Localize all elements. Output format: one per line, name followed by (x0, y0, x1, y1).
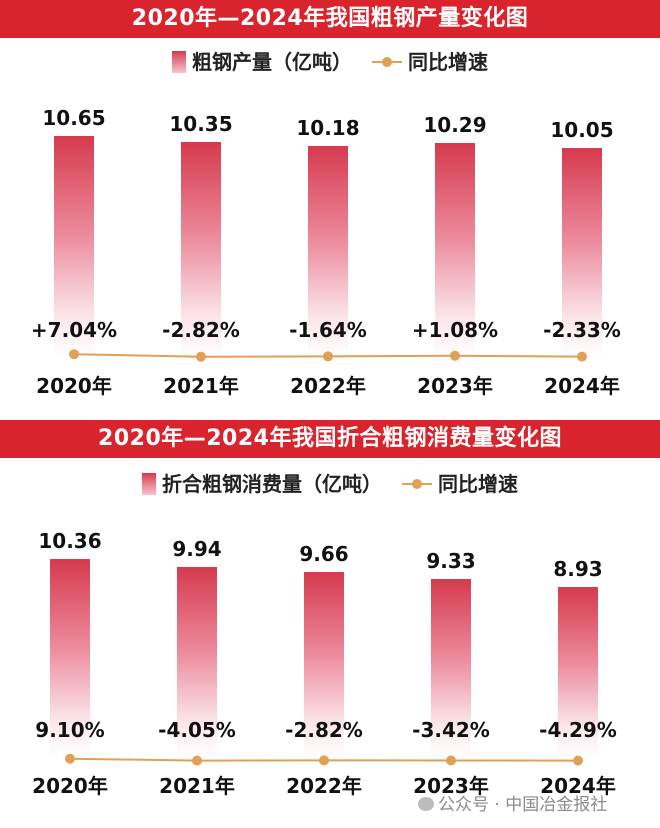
growth-point (573, 755, 583, 766)
growth-point (323, 351, 333, 362)
growth-line (69, 349, 587, 362)
bar-value-label: 9.66 (299, 542, 349, 567)
bar (558, 586, 598, 758)
growth-point (196, 351, 206, 362)
bar (435, 143, 475, 358)
bar-value-label: 10.29 (423, 113, 487, 138)
bar (431, 578, 471, 758)
growth-point (319, 755, 329, 766)
growth-label: -2.82% (162, 318, 240, 342)
legend-bar-swatch (142, 473, 156, 495)
growth-point (192, 755, 202, 766)
watermark: 公众号 · 中国冶金报社 (418, 790, 607, 815)
growth-label: -2.33% (543, 318, 621, 342)
bar (50, 559, 90, 758)
consumption-chart: 10.36 9.10% 2020年 9.94 -4.05% 2021年 9.66 -2.82%… (0, 414, 660, 828)
growth-label: +1.08% (411, 318, 499, 342)
legend-line-label: 同比增速 (438, 472, 518, 496)
legend-line-swatch (372, 57, 402, 67)
wechat-icon (418, 797, 434, 811)
x-tick-label: 2022年 (286, 774, 362, 798)
growth-point (450, 350, 460, 361)
bar (54, 135, 94, 358)
x-tick-label: 2020年 (32, 774, 108, 798)
growth-label: -4.29% (539, 718, 617, 742)
growth-point (65, 753, 75, 764)
bar (181, 142, 221, 358)
legend-bar-label: 粗钢产量（亿吨） (192, 50, 352, 74)
bar-value-label: 10.18 (296, 115, 360, 140)
consumption-chart-title: 2020年—2024年我国折合粗钢消费量变化图 (0, 420, 660, 458)
x-tick-label: 2024年 (544, 374, 620, 398)
growth-label: +7.04% (30, 318, 118, 342)
bar-value-label: 9.33 (426, 548, 476, 573)
legend-line-swatch (402, 479, 432, 489)
bar-value-label: 10.35 (169, 112, 233, 136)
growth-point (69, 349, 79, 360)
production-chart: 10.65 +7.04% 2020年 10.35 -2.82% 2021年 10.18 -1.… (0, 0, 660, 412)
x-tick-label: 2023年 (417, 374, 493, 398)
x-tick-label: 2020年 (36, 374, 112, 398)
consumption-chart-panel: 2020年—2024年我国折合粗钢消费量变化图 折合粗钢消费量（亿吨） 同比增速 … (0, 414, 660, 828)
x-tick-label: 2021年 (163, 374, 239, 398)
growth-label: 9.10% (35, 718, 105, 742)
growth-line (65, 753, 583, 766)
legend-bar-swatch (172, 51, 186, 73)
legend-bar-label: 折合粗钢消费量（亿吨） (162, 472, 382, 496)
bar (177, 567, 217, 758)
x-tick-label: 2023年 (413, 774, 489, 798)
production-chart-panel: 2020年—2024年我国粗钢产量变化图 粗钢产量（亿吨） 同比增速 10.65 +… (0, 0, 660, 412)
growth-label: -1.64% (289, 318, 367, 342)
bar-value-label: 9.94 (172, 537, 222, 562)
production-chart-title: 2020年—2024年我国粗钢产量变化图 (0, 0, 660, 38)
growth-point (577, 351, 587, 362)
bar (308, 145, 348, 358)
x-tick-label: 2022年 (290, 374, 366, 398)
watermark-text: 公众号 · 中国冶金报社 (438, 795, 608, 815)
production-legend: 粗钢产量（亿吨） 同比增速 (0, 46, 660, 75)
bar-value-label: 8.93 (553, 556, 603, 581)
bar (562, 148, 602, 358)
growth-point (446, 755, 456, 766)
growth-label: -2.82% (285, 718, 363, 742)
legend-line-label: 同比增速 (408, 50, 488, 74)
bar-value-label: 10.05 (550, 118, 614, 143)
consumption-legend: 折合粗钢消费量（亿吨） 同比增速 (0, 468, 660, 497)
x-tick-label: 2021年 (159, 774, 235, 798)
growth-label: -4.05% (158, 718, 236, 742)
growth-label: -3.42% (412, 718, 490, 742)
x-tick-label: 2024年 (540, 774, 616, 798)
bar (304, 572, 344, 758)
bar-value-label: 10.36 (38, 529, 102, 554)
bar-value-label: 10.65 (42, 105, 106, 130)
